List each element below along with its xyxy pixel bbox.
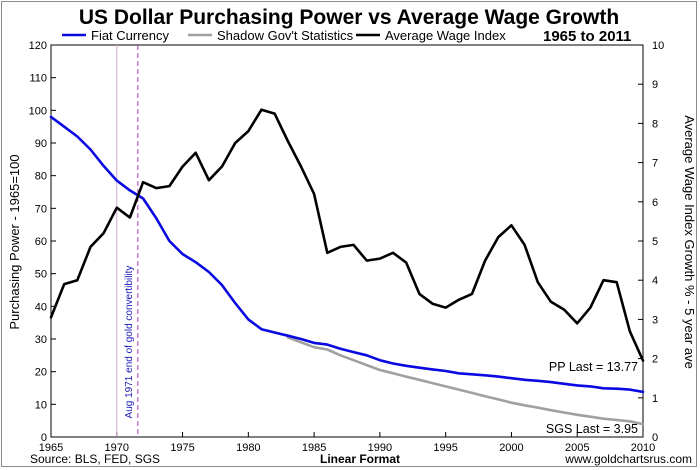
y-left-tick-label: 70 [35,203,47,215]
series-line-average-wage-index [49,108,645,362]
gold-convertibility-label: Aug 1971 end of gold convertibility [124,266,135,419]
y-right-tick-label: 1 [652,393,658,405]
x-tick-label: 1980 [236,442,260,454]
y-left-tick-label: 60 [35,236,47,248]
y-left-tick-label: 80 [35,171,47,183]
y-left-tick-label: 20 [35,367,47,379]
y-right-tick-label: 10 [652,40,664,52]
legend-label-fiat: Fiat Currency [91,28,170,43]
y-axis-right: 0 1 2 3 4 5 6 7 8 9 10 [638,40,664,444]
source-text: Source: BLS, FED, SGS [30,452,160,466]
date-range: 1965 to 2011 [543,28,631,45]
y-left-tick-label: 50 [35,269,47,281]
y-right-tick-label: 0 [652,432,658,444]
y-right-tick-label: 8 [652,118,658,130]
y-right-tick-label: 4 [652,275,658,287]
sgs-last-label: SGS Last = 3.95 [546,422,638,436]
y-left-tick-label: 120 [29,40,47,52]
y-left-tick-label: 40 [35,301,47,313]
y-left-tick-label: 90 [35,138,47,150]
legend-label-sgs: Shadow Gov't Statistics [217,28,354,43]
y-right-tick-label: 3 [652,314,658,326]
y-right-tick-label: 2 [652,354,658,366]
y-right-tick-label: 9 [652,79,658,91]
y-left-tick-label: 110 [29,73,47,85]
x-tick-label: 2010 [631,442,655,454]
chart-title: US Dollar Purchasing Power vs Average Wa… [79,6,619,29]
y-left-tick-label: 10 [35,399,47,411]
legend-label-awi: Average Wage Index [385,28,506,43]
series-line-fiat-currency [49,115,645,394]
website-text: www.goldchartsrus.com [564,452,692,466]
x-tick-label: 1990 [368,442,392,454]
plot-area [50,44,644,438]
x-tick-label: 1995 [433,442,457,454]
y-left-tick-label: 30 [35,334,47,346]
y-axis-left: 0 10 20 30 40 50 60 70 80 90 100 110 120 [29,40,56,444]
x-axis-label: Linear Format [320,452,400,466]
y-axis-right-label: Average Wage Index Growth % - 5 year ave [682,115,697,369]
x-tick-label: 2005 [565,442,589,454]
y-left-tick-label: 100 [29,105,47,117]
x-tick-label: 2000 [499,442,523,454]
x-tick-label: 1975 [170,442,194,454]
x-tick-label: 1965 [39,442,63,454]
legend: Fiat Currency Shadow Gov't Statistics Av… [62,28,506,43]
y-right-tick-label: 6 [652,197,658,209]
series-line-shadow-gov-t-statistics [286,336,645,426]
y-right-tick-label: 5 [652,236,658,248]
y-right-tick-label: 7 [652,158,658,170]
series-layer [49,108,645,426]
y-axis-left-label: Purchasing Power - 1965=100 [7,154,22,329]
y-left-tick-label: 0 [41,432,47,444]
x-tick-label: 1985 [302,442,326,454]
pp-last-label: PP Last = 13.77 [549,360,638,374]
x-axis: 1965 1970 1975 1980 1985 1990 1995 2000 2005 2010 [39,432,655,454]
x-tick-label: 1970 [105,442,129,454]
